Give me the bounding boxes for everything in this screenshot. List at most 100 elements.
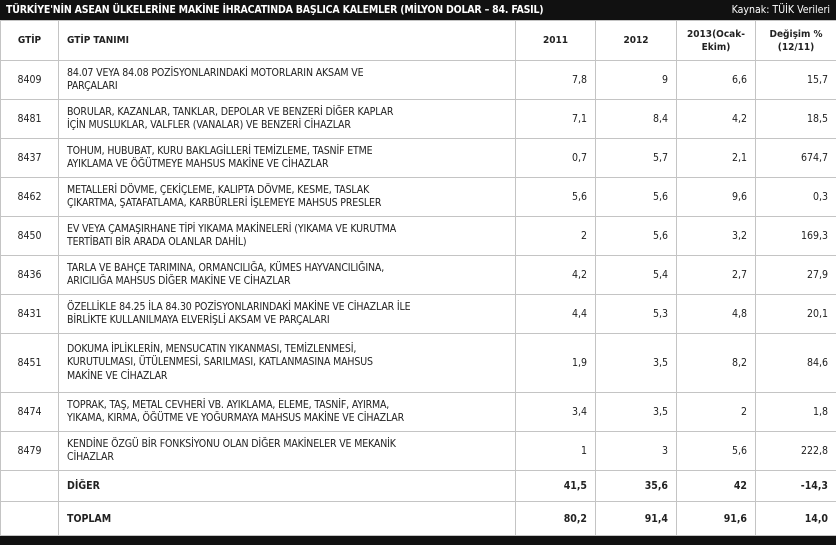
- description-line: KENDİNE ÖZGÜ BİR FONKSİYONU OLAN DİĞER M…: [67, 437, 396, 450]
- description: TARLA VE BAHÇE TARIMINA, ORMANCILIĞA, KÜ…: [58, 255, 516, 295]
- description-line: METALLERİ DÖVME, ÇEKİÇLEME, KALIPTA DÖVM…: [67, 183, 370, 196]
- source: Kaynak: TÜİK Verileri: [731, 4, 830, 16]
- gtip-code: 8436: [0, 255, 59, 295]
- table-row: 8474 TOPRAK, TAŞ, METAL CEVHERİ VB. AYIKL…: [0, 392, 836, 432]
- value-cell: 5,6: [676, 431, 756, 471]
- gtip-code: 8437: [0, 138, 59, 178]
- description-line: ARICILIĞA MAHSUS DİĞER MAKİNE VE CİHAZLA…: [67, 275, 291, 287]
- value-cell: 80,2: [515, 501, 596, 536]
- description-line: ÇIKARTMA, ŞATAFATLAMA, KARBÜRLERİ İŞLEME…: [67, 197, 382, 209]
- value-cell: 41,5: [515, 470, 596, 502]
- description: TOPRAK, TAŞ, METAL CEVHERİ VB. AYIKLAMA,…: [58, 392, 516, 432]
- value-cell: 1,9: [515, 333, 596, 393]
- title-bar: TÜRKİYE'NİN ASEAN ÜLKELERİNE MAKİNE İHRA…: [0, 0, 836, 20]
- value-cell: 3,5: [595, 333, 677, 393]
- description: BORULAR, KAZANLAR, TANKLAR, DEPOLAR VE B…: [58, 99, 516, 139]
- value-cell: 15,7: [755, 60, 836, 100]
- value-cell: 1,8: [755, 392, 836, 432]
- value-cell: 3: [595, 431, 677, 471]
- table-row: 8436 TARLA VE BAHÇE TARIMINA, ORMANCILIĞA…: [0, 255, 836, 295]
- value-cell: 222,8: [755, 431, 836, 471]
- column-header: Değişim % (12/11): [755, 20, 836, 61]
- description-line: TERTİBATI BİR ARADA OLANLAR DAHİL): [67, 236, 247, 248]
- value-cell: 84,6: [755, 333, 836, 393]
- gtip-code: 8451: [0, 333, 59, 393]
- description-line: EV VEYA ÇAMAŞIRHANE TİPİ YIKAMA MAKİNELE…: [67, 222, 397, 235]
- description-line: BORULAR, KAZANLAR, TANKLAR, DEPOLAR VE B…: [67, 105, 394, 118]
- empty-cell: [0, 501, 59, 536]
- value-cell: 3,2: [676, 216, 756, 256]
- description-line: CİHAZLAR: [67, 451, 114, 463]
- value-cell: 2: [515, 216, 596, 256]
- value-cell: 8,4: [595, 99, 677, 139]
- value-cell: 4,2: [515, 255, 596, 295]
- data-table: GTİP GTİP TANIMI 2011 2012 2013(Ocak-Ekim) De…: [0, 20, 836, 536]
- gtip-code: 8431: [0, 294, 59, 334]
- description-line: TARLA VE BAHÇE TARIMINA, ORMANCILIĞA, KÜ…: [67, 261, 385, 274]
- description-line: DOKUMA İPLİKLERİN, MENSUCATIN YIKANMASI,…: [67, 342, 357, 355]
- description: METALLERİ DÖVME, ÇEKİÇLEME, KALIPTA DÖVM…: [58, 177, 516, 217]
- value-cell: 1: [515, 431, 596, 471]
- description: TOHUM, HUBUBAT, KURU BAKLAGİLLERİ TEMİZL…: [58, 138, 516, 178]
- column-header: 2012: [595, 20, 677, 61]
- column-header: GTİP TANIMI: [58, 20, 516, 61]
- description-line: YIKAMA, KIRMA, ÖĞÜTME VE YOĞURMAYA MAHSU…: [67, 412, 405, 424]
- gtip-code: 8481: [0, 99, 59, 139]
- table-row: 8479 KENDİNE ÖZGÜ BİR FONKSİYONU OLAN DİĞ…: [0, 431, 836, 471]
- value-cell: 0,7: [515, 138, 596, 178]
- value-cell: 42: [676, 470, 756, 502]
- title: TÜRKİYE'NİN ASEAN ÜLKELERİNE MAKİNE İHRA…: [6, 4, 544, 16]
- row-label: DİĞER: [58, 470, 516, 502]
- value-cell: 91,4: [595, 501, 677, 536]
- value-cell: 35,6: [595, 470, 677, 502]
- value-cell: 7,8: [515, 60, 596, 100]
- value-cell: 5,3: [595, 294, 677, 334]
- description-line: MAKİNE VE CİHAZLAR: [67, 369, 168, 382]
- table-row: 8450 EV VEYA ÇAMAŞIRHANE TİPİ YIKAMA MAKİ…: [0, 216, 836, 256]
- value-cell: 9: [595, 60, 677, 100]
- table-row: 8462 METALLERİ DÖVME, ÇEKİÇLEME, KALIPTA …: [0, 177, 836, 217]
- value-cell: 5,6: [595, 177, 677, 217]
- description-line: KURUTULMASI, ÜTÜLENMESİ, SARILMASI, KATL…: [67, 356, 373, 369]
- gtip-code: 8479: [0, 431, 59, 471]
- table-row: TOPLAM 80,2 91,4 91,6 14,0: [0, 501, 836, 536]
- column-header: 2013(Ocak-Ekim): [676, 20, 756, 61]
- description-line: PARÇALARI: [67, 80, 118, 92]
- value-cell: 5,6: [515, 177, 596, 217]
- description: DOKUMA İPLİKLERİN, MENSUCATIN YIKANMASI,…: [58, 333, 516, 393]
- table-row: 8451 DOKUMA İPLİKLERİN, MENSUCATIN YIKANM…: [0, 333, 836, 393]
- description-line: TOHUM, HUBUBAT, KURU BAKLAGİLLERİ TEMİZL…: [67, 144, 373, 157]
- row-label: TOPLAM: [58, 501, 516, 536]
- description-line: 84.07 VEYA 84.08 POZİSYONLARINDAKİ MOTOR…: [67, 66, 364, 79]
- gtip-code: 8462: [0, 177, 59, 217]
- value-cell: 27,9: [755, 255, 836, 295]
- table-row: 8409 84.07 VEYA 84.08 POZİSYONLARINDAKİ M…: [0, 60, 836, 100]
- description: ÖZELLİKLE 84.25 İLA 84.30 POZİSYONLARIND…: [58, 294, 516, 334]
- value-cell: 0,3: [755, 177, 836, 217]
- header-row: GTİP GTİP TANIMI 2011 2012 2013(Ocak-Ekim) De…: [0, 20, 836, 61]
- description-line: AYIKLAMA VE ÖĞÜTMEYE MAHSUS MAKİNE VE Cİ…: [67, 158, 329, 170]
- value-cell: 4,8: [676, 294, 756, 334]
- value-cell: 8,2: [676, 333, 756, 393]
- value-cell: 2,1: [676, 138, 756, 178]
- value-cell: 9,6: [676, 177, 756, 217]
- table-row: 8437 TOHUM, HUBUBAT, KURU BAKLAGİLLERİ TE…: [0, 138, 836, 178]
- column-header: 2011: [515, 20, 596, 61]
- value-cell: 20,1: [755, 294, 836, 334]
- value-cell: 4,4: [515, 294, 596, 334]
- value-cell: 6,6: [676, 60, 756, 100]
- description-line: TOPRAK, TAŞ, METAL CEVHERİ VB. AYIKLAMA,…: [67, 398, 390, 411]
- description: EV VEYA ÇAMAŞIRHANE TİPİ YIKAMA MAKİNELE…: [58, 216, 516, 256]
- value-cell: 5,4: [595, 255, 677, 295]
- value-cell: 7,1: [515, 99, 596, 139]
- value-cell: 5,6: [595, 216, 677, 256]
- value-cell: -14,3: [755, 470, 836, 502]
- value-cell: 91,6: [676, 501, 756, 536]
- value-cell: 5,7: [595, 138, 677, 178]
- value-cell: 674,7: [755, 138, 836, 178]
- description-line: BİRLİKTE KULLANILMAYA ELVERİŞLİ AKSAM VE…: [67, 314, 330, 326]
- empty-cell: [0, 470, 59, 502]
- description-line: İÇİN MUSLUKLAR, VALFLER (VANALAR) VE BEN…: [67, 119, 351, 131]
- table-row: 8481 BORULAR, KAZANLAR, TANKLAR, DEPOLAR …: [0, 99, 836, 139]
